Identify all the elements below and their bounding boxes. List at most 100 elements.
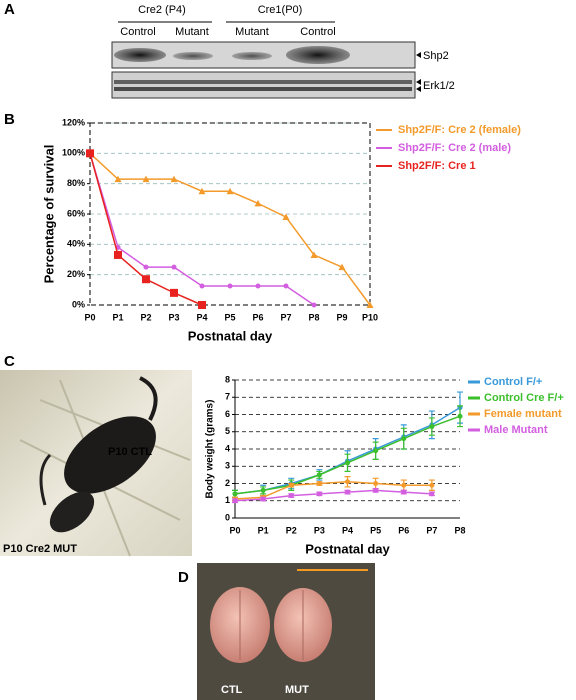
photo-label: P10 CTL: [108, 446, 152, 458]
point: [283, 283, 289, 289]
panel-label: B: [4, 111, 15, 128]
lane-label: Control: [120, 26, 155, 38]
point: [260, 496, 266, 502]
point: [260, 487, 266, 493]
point: [288, 482, 294, 488]
point: [311, 302, 317, 308]
point: [288, 493, 294, 499]
point: [457, 413, 463, 419]
x-tick-label: P10: [362, 312, 378, 322]
legend-label: Female mutant: [484, 408, 562, 420]
blot-strip: [111, 41, 416, 69]
y-axis-label: Percentage of survival: [41, 145, 56, 284]
blot-strip: [111, 71, 416, 99]
y-tick-label: 5: [225, 426, 230, 436]
x-tick-label: P2: [140, 312, 151, 322]
point: [401, 482, 407, 488]
point: [373, 481, 379, 486]
x-tick-label: P5: [224, 312, 235, 322]
legend-swatch: [468, 380, 480, 384]
x-axis-label: Postnatal day: [305, 541, 390, 556]
legend-label: Shp2F/F: Cre 2 (male): [398, 142, 511, 154]
point: [114, 175, 122, 183]
plot-frame: [89, 122, 371, 306]
point: [366, 301, 374, 308]
x-tick-label: P9: [336, 312, 347, 322]
x-tick-label: P7: [426, 525, 437, 535]
x-tick-label: P8: [454, 525, 465, 535]
point: [401, 436, 407, 442]
point: [198, 301, 206, 309]
point: [282, 213, 290, 221]
legend-label: Shp2F/F: Cre 2 (female): [398, 124, 521, 136]
y-tick-label: 20%: [67, 269, 85, 279]
panel-label: D: [178, 569, 189, 586]
x-tick-label: P6: [398, 525, 409, 535]
point: [114, 250, 122, 259]
point: [199, 283, 205, 289]
photo-label: MUT: [285, 684, 309, 696]
x-axis-label: Postnatal day: [188, 328, 273, 343]
point: [401, 489, 407, 495]
arrow: [416, 52, 421, 58]
y-tick-label: 6: [225, 409, 230, 419]
point: [171, 264, 177, 270]
lane-label: Mutant: [235, 26, 269, 38]
y-tick-label: 0: [225, 512, 230, 522]
arrow: [416, 79, 421, 92]
x-tick-label: P0: [84, 312, 95, 322]
y-axis-label: Body weight (grams): [205, 400, 216, 499]
legend-label: Male Mutant: [484, 424, 548, 436]
y-tick-label: 100%: [62, 148, 85, 158]
point: [373, 487, 379, 493]
series-line: [234, 481, 432, 500]
lane-label: Mutant: [175, 26, 209, 38]
legend-swatch: [468, 396, 480, 400]
x-tick-label: P1: [112, 312, 123, 322]
point: [429, 491, 435, 497]
point: [373, 448, 379, 454]
point: [255, 283, 261, 289]
x-tick-label: P7: [280, 312, 291, 322]
photo-label: CTL: [221, 684, 243, 696]
legend-label: Control F/+: [484, 376, 542, 388]
x-tick-label: P8: [308, 312, 319, 322]
point: [226, 187, 234, 195]
x-tick-label: P0: [229, 525, 240, 535]
legend-label: Control Cre F/+: [484, 392, 564, 404]
legend-label: Shp2F/F: Cre 1: [398, 160, 476, 172]
point: [227, 283, 233, 289]
point: [170, 288, 178, 297]
y-tick-label: 40%: [67, 239, 85, 249]
y-tick-label: 8: [225, 374, 230, 384]
panel-label: A: [4, 1, 15, 18]
point: [254, 199, 262, 207]
y-tick-label: 1: [225, 495, 230, 505]
point: [316, 472, 322, 478]
point: [142, 275, 150, 284]
y-tick-label: 4: [225, 443, 230, 453]
y-tick-label: 80%: [67, 178, 85, 188]
point: [429, 424, 435, 430]
photo: [197, 563, 375, 700]
point: [232, 498, 238, 504]
point: [345, 479, 350, 485]
y-tick-label: 3: [225, 461, 230, 471]
y-tick-label: 60%: [67, 208, 85, 218]
legend-swatch: [468, 428, 480, 432]
point: [345, 489, 350, 495]
legend-swatch: [468, 412, 480, 416]
x-tick-label: P3: [314, 525, 325, 535]
series-line: [89, 153, 315, 306]
photo: [0, 370, 192, 557]
y-tick-label: 2: [225, 478, 230, 488]
y-tick-label: 0%: [72, 299, 85, 309]
lane-label: Control: [300, 26, 335, 38]
point: [316, 481, 322, 486]
point: [345, 460, 350, 466]
point: [338, 263, 346, 271]
point: [316, 491, 322, 497]
point: [198, 187, 206, 195]
band-label: Erk1/2: [423, 80, 455, 92]
